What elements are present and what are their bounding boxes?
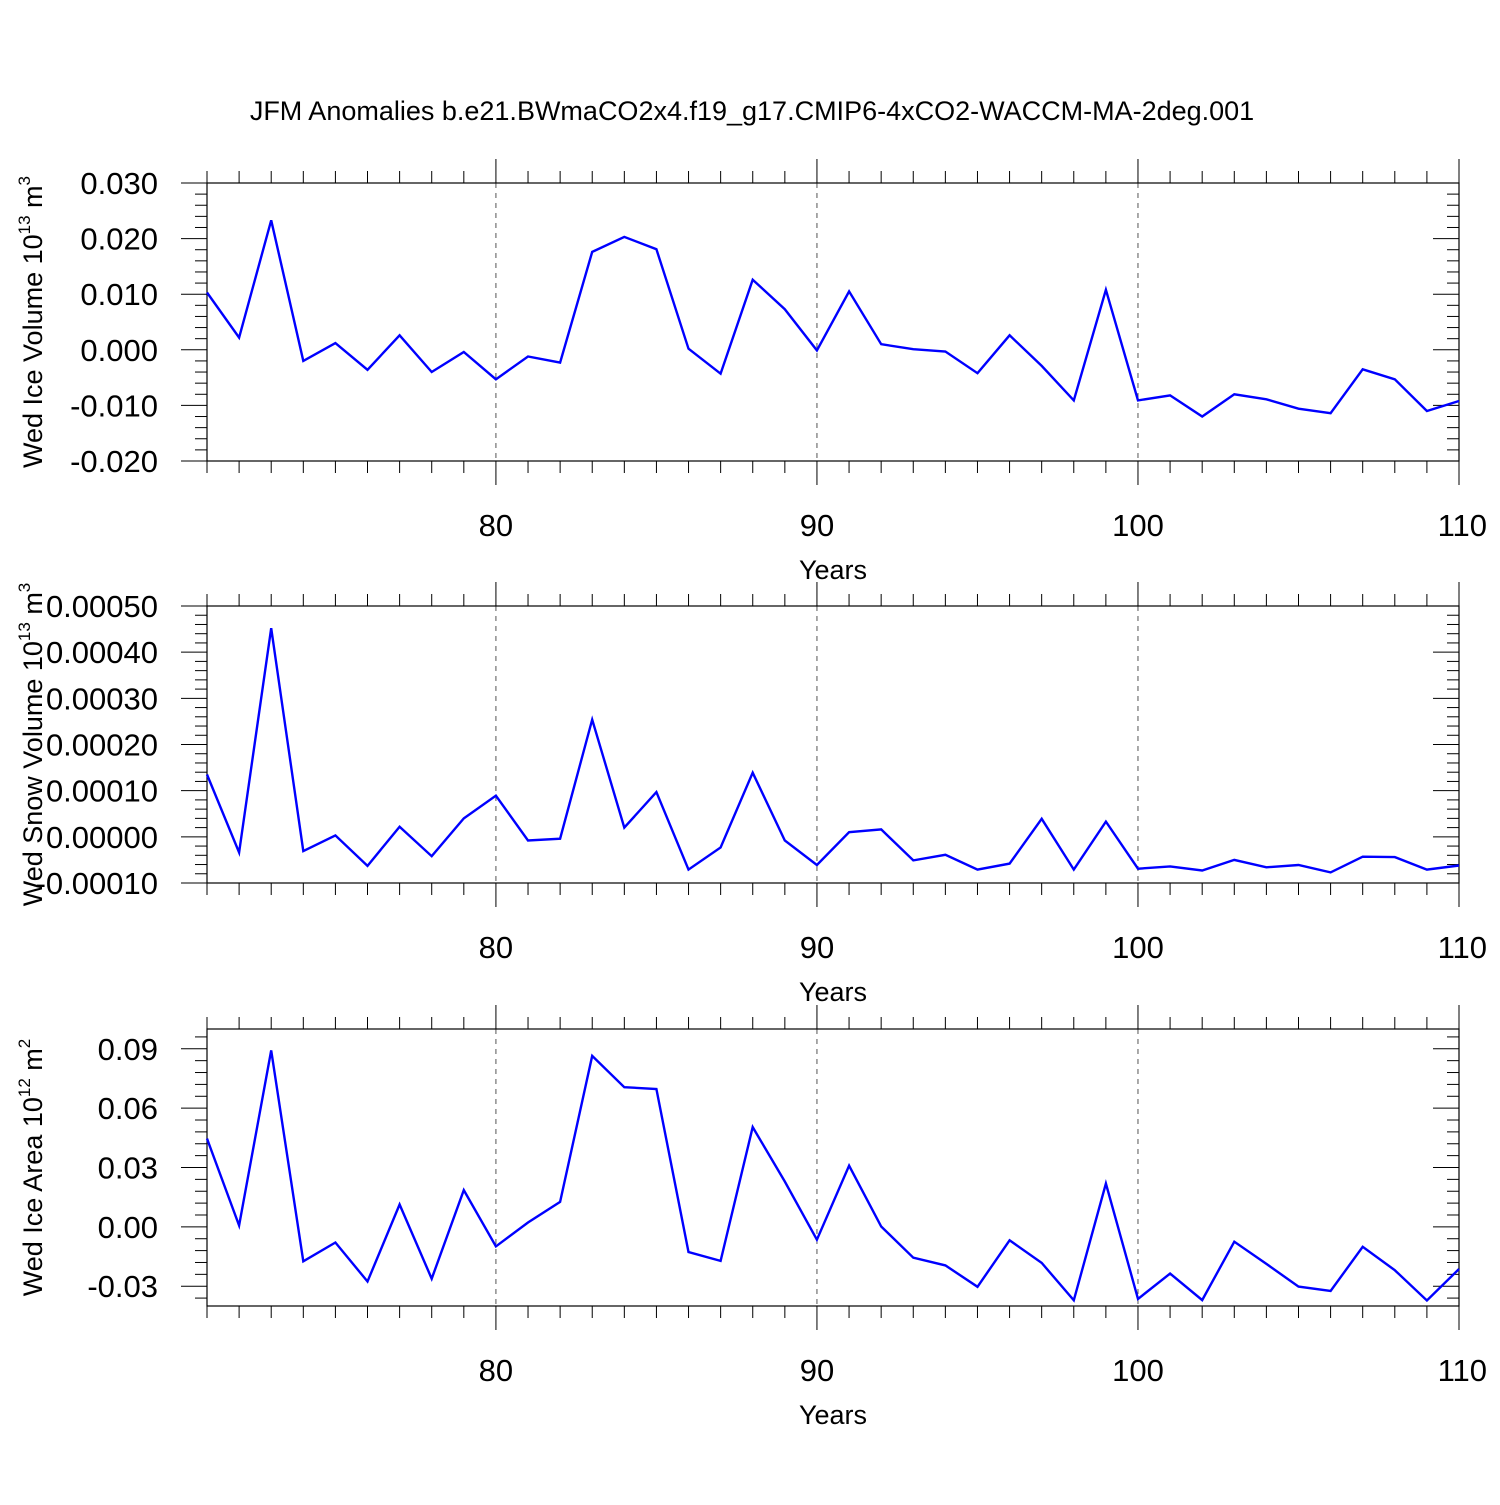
panel-2: -0.00010 0.00000 0.00010 0.00020 0.00030 0.00… xyxy=(15,582,1487,1007)
x-axis-title: Years xyxy=(799,555,867,585)
y-tick-label: 0.06 xyxy=(98,1091,158,1126)
x-tick-label: 110 xyxy=(1438,1353,1487,1388)
x-tick-label: 110 xyxy=(1438,930,1487,965)
y-tick-label: 0.00 xyxy=(98,1210,158,1245)
x-axis-title: Years xyxy=(799,1400,867,1430)
series-line xyxy=(206,219,1460,418)
x-axis-title: Years xyxy=(799,977,867,1007)
panel-1: -0.020 -0.010 0.000 0.010 0.020 0.030 80 90 100 1… xyxy=(15,159,1487,585)
y-tick-label: 0.030 xyxy=(80,166,158,201)
y-tick-label: 0.00030 xyxy=(46,681,158,716)
series-line xyxy=(205,628,1460,874)
x-tick-label: 100 xyxy=(1112,508,1164,543)
y-tick-label: 0.00010 xyxy=(46,774,158,809)
x-tick-label: 80 xyxy=(479,1353,513,1388)
plot-frame xyxy=(206,605,1460,884)
y-tick-label: 0.00040 xyxy=(46,635,158,670)
chart-title: JFM Anomalies b.e21.BWmaCO2x4.f19_g17.CM… xyxy=(250,96,1254,126)
x-tick-label: 90 xyxy=(800,1353,834,1388)
x-tick-label: 110 xyxy=(1438,508,1487,543)
x-tick-label: 100 xyxy=(1112,1353,1164,1388)
y-tick-label: 0.000 xyxy=(80,333,158,368)
series-line xyxy=(205,1050,1460,1303)
y-tick-label: 0.00000 xyxy=(46,820,158,855)
x-tick-label: 90 xyxy=(800,508,834,543)
y-tick-label: 0.00020 xyxy=(46,728,158,763)
y-tick-label: 0.03 xyxy=(98,1151,158,1186)
x-tick-label: 80 xyxy=(479,930,513,965)
plot-frame xyxy=(206,182,1460,462)
y-tick-label: 0.010 xyxy=(80,277,158,312)
y-axis-title: Wed Snow Volume 1013 m3 xyxy=(15,583,48,907)
y-tick-label: -0.020 xyxy=(70,444,158,479)
x-tick-label: 100 xyxy=(1112,930,1164,965)
plot-frame xyxy=(206,1028,1460,1307)
x-tick-label: 80 xyxy=(479,508,513,543)
y-axis-title: Wed Ice Area 1012 m2 xyxy=(15,1039,48,1297)
y-tick-label: 0.020 xyxy=(80,222,158,257)
y-tick-label: 0.00050 xyxy=(46,589,158,624)
panel-3: -0.03 0.00 0.03 0.06 0.09 80 90 100 110 Years Wed … xyxy=(15,1005,1487,1430)
y-tick-label: 0.09 xyxy=(98,1032,158,1067)
y-tick-label: -0.00010 xyxy=(36,866,158,901)
y-tick-label: -0.03 xyxy=(87,1269,158,1304)
y-tick-label: -0.010 xyxy=(70,388,158,423)
y-axis-title: Wed Ice Volume 1013 m3 xyxy=(15,176,48,468)
x-tick-label: 90 xyxy=(800,930,834,965)
